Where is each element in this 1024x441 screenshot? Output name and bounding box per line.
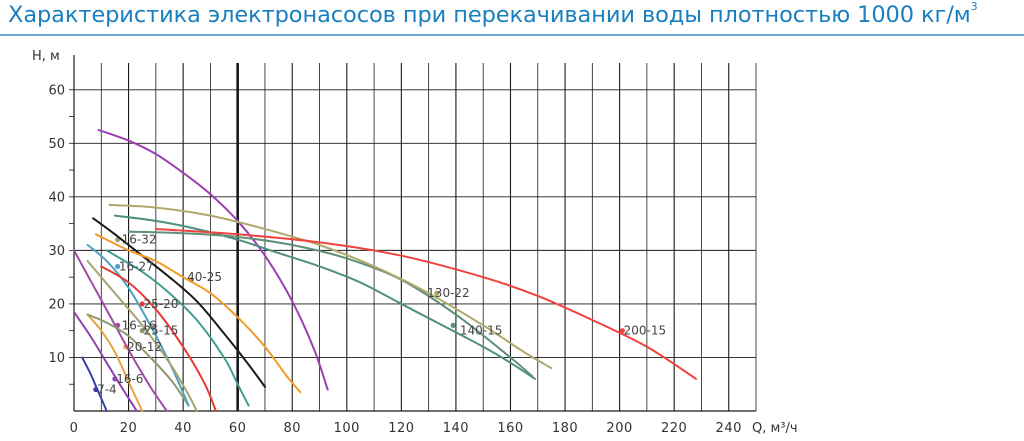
- pump-label-16-6: 16-6: [116, 372, 143, 386]
- pump-point-140-15: [451, 323, 456, 328]
- pump-curve-40-25: [96, 234, 301, 392]
- x-tick-label: 160: [497, 421, 523, 436]
- pump-label-40-25: 40-25: [187, 270, 222, 284]
- y-tick-label: 60: [48, 83, 65, 98]
- pump-label-25-20: 25-20: [143, 297, 178, 311]
- series: [74, 130, 696, 411]
- pump-label-16-27: 16-27: [119, 259, 154, 273]
- y-tick-label: 40: [48, 190, 65, 205]
- pump-label-140-15: 140-15: [460, 324, 503, 338]
- y-tick-label: 10: [48, 351, 65, 366]
- x-tick-label: 220: [661, 421, 687, 436]
- x-tick-label: 180: [552, 421, 578, 436]
- pump-label-16-32: 16-32: [122, 233, 157, 247]
- pump-label-20-12: 20-12: [127, 340, 162, 354]
- x-tick-label: 140: [443, 421, 469, 436]
- x-tick-label: 40: [174, 421, 192, 436]
- x-tick-label: 20: [120, 421, 138, 436]
- x-tick-label: 240: [716, 421, 742, 436]
- pump-label-130-22: 130-22: [427, 286, 470, 300]
- pump-label-200-15: 200-15: [624, 324, 667, 338]
- y-tick-label: 20: [48, 297, 65, 312]
- x-tick-label: 120: [388, 421, 414, 436]
- x-tick-label: 0: [70, 421, 79, 436]
- x-tick-label: 100: [334, 421, 360, 436]
- y-tick-label: 30: [48, 244, 65, 259]
- x-tick-label: 60: [229, 421, 247, 436]
- pump-label-7-4: 7-4: [97, 383, 117, 397]
- x-tick-label: 200: [606, 421, 632, 436]
- x-axis-label: Q, м³/ч: [752, 421, 798, 436]
- grid: [74, 63, 756, 411]
- y-axis-label: H, м: [32, 49, 60, 64]
- pump-label-25-15: 25-15: [143, 324, 178, 338]
- x-tick-label: 80: [283, 421, 301, 436]
- y-tick-label: 50: [48, 137, 65, 152]
